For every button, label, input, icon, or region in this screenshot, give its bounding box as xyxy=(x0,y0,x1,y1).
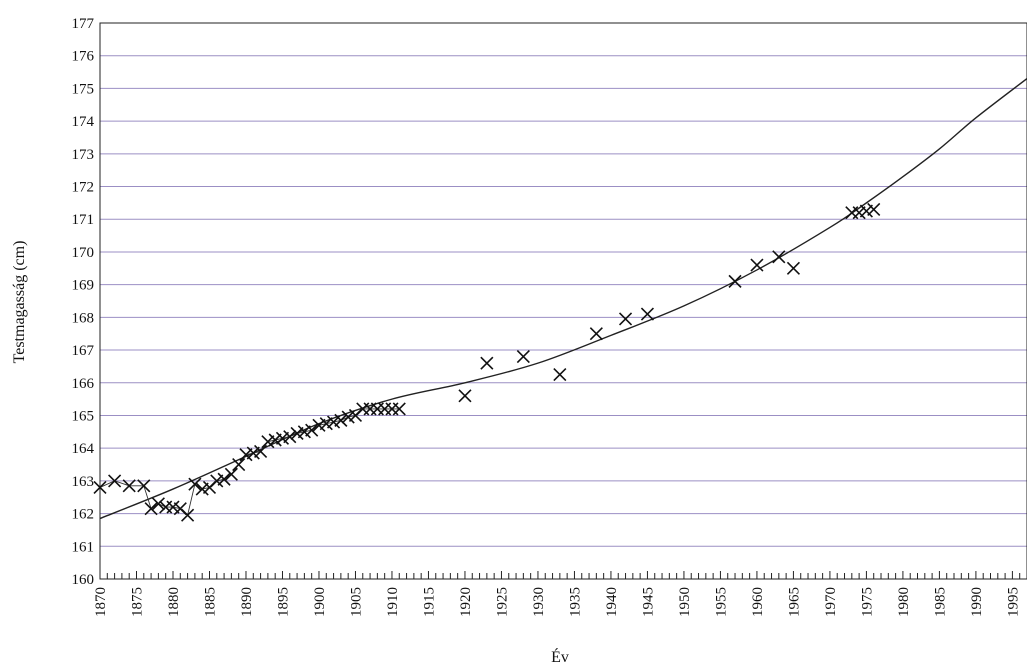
early-connecting-line xyxy=(99,408,400,517)
data-point-x-marker xyxy=(122,479,136,493)
data-points xyxy=(93,202,881,522)
x-tick-label: 1925 xyxy=(494,587,510,617)
x-tick-label: 1950 xyxy=(677,587,693,617)
y-tick-label: 176 xyxy=(72,49,95,65)
y-tick-label: 161 xyxy=(72,539,95,555)
y-tick-label: 175 xyxy=(72,81,95,97)
x-tick-label: 1995 xyxy=(1005,587,1021,617)
data-point-x-marker xyxy=(217,472,231,486)
x-tick-label: 1955 xyxy=(713,587,729,617)
data-point-x-marker xyxy=(728,274,742,288)
data-point-x-marker xyxy=(618,312,633,326)
data-point-x-marker xyxy=(589,327,603,341)
data-point-x-marker xyxy=(305,423,319,437)
x-tick-label: 1970 xyxy=(823,587,839,617)
x-tick-label: 1900 xyxy=(312,587,328,617)
x-tick-label: 1980 xyxy=(896,587,912,617)
data-point-x-marker xyxy=(151,497,165,511)
x-tick-labels: 1870 1875 1880 1885 1890 1895 1900 1905 1910 1915… xyxy=(93,587,1021,617)
data-point-x-marker xyxy=(392,402,406,416)
y-axis-title: Testmagasság (cm) xyxy=(11,241,28,364)
y-tick-label: 162 xyxy=(72,507,95,523)
trend-line xyxy=(99,78,1027,520)
x-tick-label: 1945 xyxy=(640,587,656,617)
gridlines xyxy=(100,55,1027,547)
x-axis-title: Év xyxy=(551,647,569,666)
x-tick-label: 1915 xyxy=(421,587,437,617)
data-point-x-marker xyxy=(640,307,655,321)
data-point-x-marker xyxy=(750,258,764,272)
data-point-x-marker xyxy=(93,480,107,494)
data-point-x-marker xyxy=(867,202,881,216)
x-tick-label: 1960 xyxy=(750,587,766,617)
x-tick-label: 1870 xyxy=(93,587,109,617)
data-point-x-marker xyxy=(334,413,348,427)
x-tick-label: 1875 xyxy=(129,587,145,617)
data-point-x-marker xyxy=(224,467,238,481)
data-point-x-marker xyxy=(137,479,151,493)
data-point-x-marker xyxy=(553,368,567,382)
data-point-x-marker xyxy=(108,474,122,488)
x-tick-label: 1935 xyxy=(567,587,583,617)
data-point-x-marker xyxy=(283,430,297,444)
data-point-x-marker xyxy=(254,444,268,459)
data-point-x-marker xyxy=(772,250,786,264)
x-tick-label: 1905 xyxy=(348,587,364,617)
y-tick-label: 172 xyxy=(72,180,95,196)
x-tick-label: 1890 xyxy=(239,587,255,617)
x-tick-label: 1965 xyxy=(786,587,802,617)
x-tick-label: 1990 xyxy=(969,587,985,617)
x-tick-label: 1975 xyxy=(859,587,875,617)
y-tick-label: 166 xyxy=(72,376,95,392)
x-tick-marks xyxy=(99,571,1027,579)
y-tick-label: 174 xyxy=(72,114,95,130)
data-point-x-marker xyxy=(480,356,494,370)
data-point-x-marker xyxy=(144,502,158,516)
x-tick-label: 1910 xyxy=(385,587,401,617)
y-tick-label: 173 xyxy=(72,147,95,163)
x-tick-label: 1930 xyxy=(531,587,547,617)
y-tick-label: 169 xyxy=(72,278,95,294)
data-point-x-marker xyxy=(181,508,195,522)
x-tick-label: 1940 xyxy=(604,587,620,617)
data-point-x-marker xyxy=(786,261,800,275)
y-tick-label: 167 xyxy=(72,343,95,359)
data-point-x-marker xyxy=(232,457,246,472)
data-point-x-marker xyxy=(188,477,202,491)
y-tick-label: 163 xyxy=(72,474,95,490)
data-point-x-marker xyxy=(516,350,530,364)
y-tick-label: 160 xyxy=(72,572,95,588)
y-tick-label: 171 xyxy=(72,212,95,228)
x-tick-label: 1985 xyxy=(932,587,948,617)
y-tick-label: 165 xyxy=(72,408,95,424)
y-tick-label: 170 xyxy=(72,245,95,261)
x-tick-label: 1880 xyxy=(166,587,182,617)
y-tick-label: 177 xyxy=(72,16,95,32)
trend-line-group xyxy=(99,78,1027,520)
y-tick-label: 164 xyxy=(72,441,95,457)
data-point-x-marker xyxy=(458,389,472,403)
x-tick-label: 1920 xyxy=(458,587,474,617)
y-tick-labels: 160 161 162 163 164 165 166 167 168 169 170 171 172 1… xyxy=(72,16,95,588)
x-tick-label: 1885 xyxy=(202,587,218,617)
plot-area-frame xyxy=(99,22,1027,580)
x-tick-label: 1895 xyxy=(275,587,291,617)
y-tick-label: 168 xyxy=(72,310,95,326)
